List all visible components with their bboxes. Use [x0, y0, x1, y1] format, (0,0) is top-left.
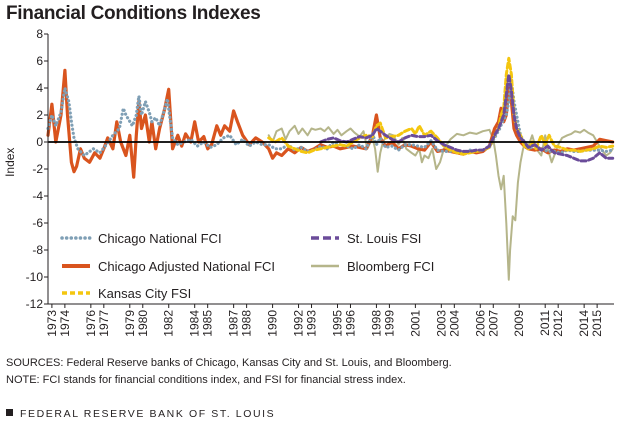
x-tick-label: 1993: [305, 310, 319, 337]
series-line-3: [319, 73, 615, 163]
legend-item-1: St. Louis FSI: [311, 231, 421, 246]
y-tick-label: -12: [26, 297, 44, 311]
x-tick-label: 2011: [538, 310, 552, 336]
x-tick-label: 2004: [447, 310, 461, 337]
footer-text: FEDERAL RESERVE BANK OF ST. LOUIS: [20, 408, 276, 420]
x-tick-label: 1992: [292, 310, 306, 337]
legend-label: St. Louis FSI: [347, 231, 421, 246]
x-tick-label: 1990: [266, 310, 280, 337]
y-tick-label: -2: [32, 162, 43, 176]
y-tick-label: -8: [32, 243, 43, 257]
x-tick-label: 1998: [369, 310, 383, 337]
x-tick-label: 1999: [382, 310, 396, 337]
x-tick-label: 1987: [227, 310, 241, 337]
publisher-footer: FEDERAL RESERVE BANK OF ST. LOUIS: [6, 408, 275, 420]
x-tick-label: 2014: [577, 310, 591, 337]
y-tick-label: -4: [32, 189, 43, 203]
x-tick-label: 1985: [201, 310, 215, 337]
legend-label: Bloomberg FCI: [347, 259, 434, 274]
legend-label: Chicago Adjusted National FCI: [98, 259, 275, 274]
legend-item-2: Chicago Adjusted National FCI: [62, 259, 275, 274]
x-tick-label: 1988: [240, 310, 254, 337]
y-tick-label: -6: [32, 216, 43, 230]
x-tick-label: 2012: [551, 310, 565, 337]
x-tick-label: 1995: [330, 310, 344, 337]
sources-note: SOURCES: Federal Reserve banks of Chicag…: [6, 357, 452, 369]
series-line-4: [267, 124, 614, 281]
y-tick-label: -10: [26, 270, 44, 284]
x-tick-label: 2006: [473, 310, 487, 337]
x-tick-label: 1980: [136, 310, 150, 337]
x-tick-label: 1982: [162, 310, 176, 337]
x-tick-label: 1996: [343, 310, 357, 337]
legend-item-4: Kansas City FSI: [62, 286, 191, 301]
y-tick-label: 0: [36, 135, 43, 149]
footer-square-icon: [6, 409, 13, 416]
y-tick-label: 6: [36, 54, 43, 68]
x-tick-label: 1974: [58, 310, 72, 337]
y-tick-label: 2: [36, 108, 43, 122]
series-line-2: [267, 56, 615, 156]
y-axis-title: Index: [3, 148, 17, 177]
legend-label: Chicago National FCI: [98, 231, 222, 246]
legend: Chicago National FCI St. Louis FSI Chicago…: [60, 231, 434, 301]
legend-item-3: Bloomberg FCI: [311, 259, 434, 274]
x-tick-label: 2001: [408, 310, 422, 337]
y-tick-label: 8: [36, 27, 43, 41]
chart-title: Financial Conditions Indexes: [6, 3, 261, 24]
x-tick-label: 1977: [97, 310, 111, 337]
x-tick-label: 2003: [434, 310, 448, 337]
x-tick-label: 1979: [123, 310, 137, 337]
legend-item-0: Chicago National FCI: [60, 231, 222, 246]
y-tick-label: 4: [36, 81, 43, 95]
series-layer: [46, 56, 615, 281]
x-tick-label: 1973: [45, 310, 59, 337]
legend-label: Kansas City FSI: [98, 286, 191, 301]
x-tick-label: 1976: [84, 310, 98, 337]
x-tick-label: 1984: [188, 310, 202, 337]
x-tick-label: 2007: [486, 310, 500, 337]
x-tick-label: 2015: [590, 310, 604, 337]
definition-note: NOTE: FCI stands for financial condition…: [6, 374, 406, 386]
x-tick-label: 2009: [512, 310, 526, 337]
